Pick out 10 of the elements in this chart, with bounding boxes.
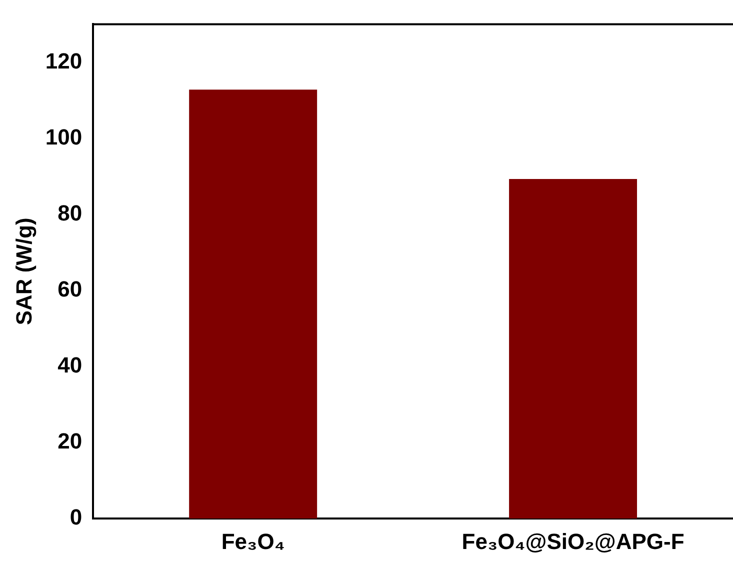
y-tick-label: 60 (58, 276, 82, 302)
y-tick-label: 20 (58, 428, 82, 454)
x-tick-label: Fe₃O₄@SiO₂@APG-F (462, 528, 684, 554)
y-tick-label: 40 (58, 352, 82, 378)
y-tick-label: 100 (45, 124, 82, 150)
y-axis-title: SAR (W/g) (11, 218, 36, 326)
y-tick-label: 80 (58, 200, 82, 226)
x-tick-label: Fe₃O₄ (221, 528, 285, 554)
y-tick-label: 120 (45, 48, 82, 74)
y-tick-label: 0 (70, 504, 82, 530)
